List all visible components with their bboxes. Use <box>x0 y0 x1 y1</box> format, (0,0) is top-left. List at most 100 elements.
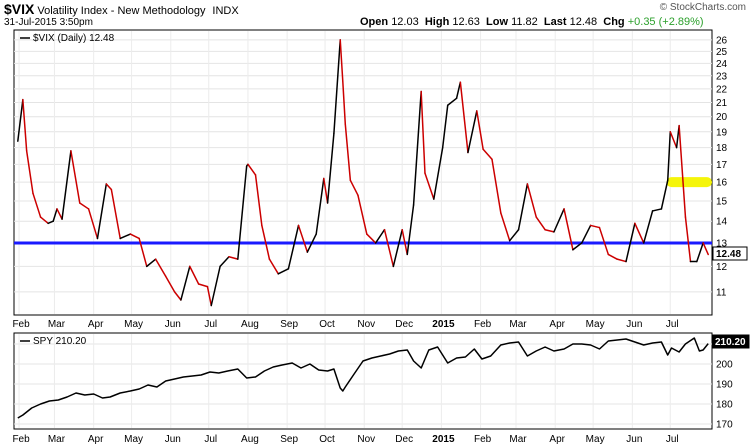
vix-line-segment <box>482 148 493 160</box>
spy-x-tick-label: Jul <box>666 434 679 445</box>
vix-line-segment <box>684 216 692 263</box>
vix-line-segment <box>164 275 176 293</box>
vix-x-tick-label: May <box>586 319 605 330</box>
vix-last-box <box>712 246 748 261</box>
vix-y-tick-label: 14 <box>716 217 728 228</box>
vix-x-tick-label: Mar <box>48 319 66 330</box>
vix-line-segment <box>598 226 610 256</box>
vix-line-segment <box>261 224 271 260</box>
spy-panel <box>13 332 713 430</box>
spy-x-tick-label: Aug <box>241 434 259 445</box>
vix-line-segment <box>326 132 335 204</box>
vix-line-segment <box>344 123 352 182</box>
spy-y-tick-label: 170 <box>716 420 733 431</box>
spy-series <box>17 337 709 419</box>
vix-line-segment <box>197 283 209 288</box>
vix-y-tick-label: 19 <box>716 127 728 138</box>
vix-x-tick-label: Jun <box>165 319 181 330</box>
vix-line-segment <box>526 183 537 218</box>
vix-line-segment <box>173 291 182 301</box>
vix-line-segment <box>189 265 200 285</box>
vix-line-segment <box>696 242 704 263</box>
vix-line-segment <box>61 150 72 220</box>
spy-line <box>17 337 709 419</box>
spy-y-tick-label: 180 <box>716 400 733 411</box>
vix-line-segment <box>517 183 529 231</box>
ticker-symbol: $VIX <box>4 1 35 17</box>
vix-line-segment <box>572 242 583 251</box>
vix-line-segment <box>180 265 191 301</box>
vix-line-segment <box>349 179 359 196</box>
vix-y-tick-label: 20 <box>716 112 728 123</box>
vix-line-segment <box>268 258 280 275</box>
spy-x-tick-label: Jun <box>165 434 181 445</box>
vix-line-segment <box>154 258 167 278</box>
vix-line-segment <box>491 158 502 214</box>
spy-x-tick-label: Mar <box>509 434 527 445</box>
spy-x-axis: Feb Mar Apr May Jun Jul Aug Sep Oct Nov Dec 2015 Feb… <box>12 434 678 445</box>
spy-last-box <box>712 334 750 349</box>
vix-line-segment <box>306 233 317 253</box>
vix-line-segment <box>237 165 248 260</box>
vix-x-tick-label: Jul <box>666 319 679 330</box>
spy-x-tick-label: Jun <box>626 434 642 445</box>
spy-x-tick-label: Feb <box>12 434 30 445</box>
spy-x-tick-label: Jul <box>204 434 217 445</box>
vix-line-segment <box>287 224 300 270</box>
spy-x-tick-label: May <box>586 434 605 445</box>
vix-line-segment <box>219 256 230 268</box>
vix-line-segment <box>87 208 99 240</box>
high-label: High <box>424 16 450 28</box>
vix-line-segment <box>333 39 341 135</box>
vix-line-segment <box>17 98 24 142</box>
spy-y-tick-label: 200 <box>716 360 733 371</box>
vix-line-segment <box>420 90 426 174</box>
spy-x-tick-label: Apr <box>88 434 104 445</box>
spy-x-tick-label: May <box>124 434 143 445</box>
vix-line-segment <box>544 228 555 233</box>
open-value: 12.03 <box>391 16 419 28</box>
last-label: Last <box>543 16 567 28</box>
ticker-description: Volatility Index - New Methodology <box>37 5 206 17</box>
vix-line-segment <box>315 177 325 235</box>
vix-y-tick-label: 13 <box>716 238 728 249</box>
vix-line-segment <box>669 131 678 149</box>
vix-line-segment <box>642 210 654 244</box>
vix-line-segment <box>508 228 520 242</box>
vix-line-segment <box>56 208 63 220</box>
vix-line-segment <box>206 285 213 307</box>
vix-line-segment <box>138 237 148 268</box>
vix-y-tick-label: 21 <box>716 98 728 109</box>
chg-value: +0.35 (+2.89%) <box>627 16 704 28</box>
vix-x-tick-label: Sep <box>280 319 298 330</box>
chart-datetime: 31-Jul-2015 3:50pm <box>4 17 93 28</box>
vix-line-segment <box>651 208 663 212</box>
vix-line-segment <box>446 97 458 106</box>
low-value: 11.82 <box>511 16 538 28</box>
vix-line-segment <box>406 204 415 256</box>
vix-x-tick-label: Apr <box>549 319 565 330</box>
vix-y-tick-label: 24 <box>716 59 728 70</box>
vix-line-segment <box>297 224 309 253</box>
vix-line-segment <box>702 242 709 256</box>
vix-line-segment <box>39 216 49 225</box>
spy-y-axis: 170180190200210 <box>716 340 733 431</box>
vix-line-segment <box>666 131 672 182</box>
vix-line-segment <box>79 202 90 210</box>
vix-x-tick-label: May <box>124 319 143 330</box>
vix-line-segment <box>146 258 157 268</box>
vix-line-segment <box>110 188 121 240</box>
vix-x-tick-label: Jun <box>626 319 642 330</box>
spy-x-tick-label: Sep <box>280 434 298 445</box>
vix-line-segment <box>277 268 290 275</box>
vix-legend: $VIX (Daily) 12.48 <box>20 33 115 44</box>
spy-legend-text: SPY 210.20 <box>33 336 87 347</box>
vix-y-tick-label: 17 <box>716 160 728 171</box>
vix-line-segment <box>616 258 627 263</box>
vix-line-segment <box>476 110 484 150</box>
spy-legend: SPY 210.20 <box>20 336 87 347</box>
vix-y-tick-label: 12 <box>716 262 728 273</box>
vix-line-segment <box>441 104 449 149</box>
vix-line-segment <box>52 208 58 222</box>
